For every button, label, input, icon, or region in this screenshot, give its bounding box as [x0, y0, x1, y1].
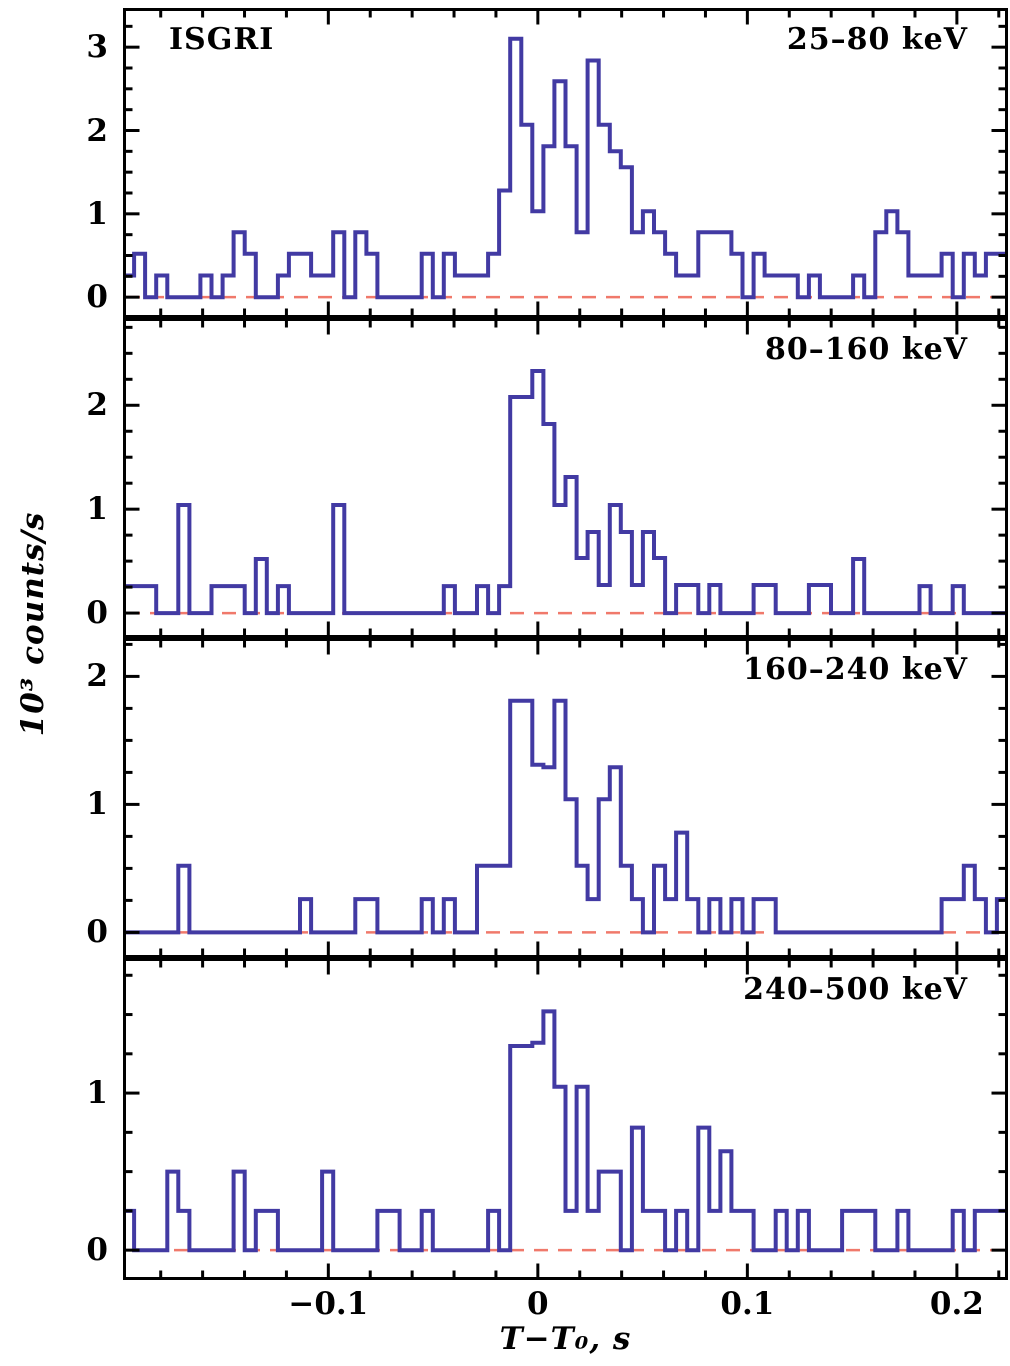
plot-svg — [123, 638, 1008, 958]
y-tick-label: 2 — [86, 658, 108, 695]
y-tick-label: 1 — [86, 491, 108, 528]
histogram-trace — [125, 698, 1006, 935]
histogram-trace — [125, 1009, 1006, 1253]
y-tick-label: 3 — [86, 29, 108, 66]
panel-frame — [123, 318, 1008, 638]
y-tick-label: 0 — [86, 914, 108, 951]
panel-80-160-kev: 80–160 keV — [123, 318, 1008, 638]
x-axis-title: T−T₀, s — [499, 1321, 632, 1357]
panel-25-80-kev: ISGRI 25–80 keV — [123, 8, 1008, 318]
y-tick-label: 2 — [86, 112, 108, 149]
y-tick-label: 0 — [86, 279, 108, 316]
panel-240-500-kev: 240–500 keV — [123, 958, 1008, 1280]
energy-band-label: 160–240 keV — [743, 652, 968, 687]
histogram-trace — [125, 36, 1006, 300]
energy-band-label: 80–160 keV — [765, 332, 968, 367]
energy-band-label: 240–500 keV — [743, 972, 968, 1007]
y-tick-label: 2 — [86, 387, 108, 424]
y-tick-label: 0 — [86, 595, 108, 632]
x-tick-label: −0.1 — [288, 1286, 369, 1322]
plot-svg — [123, 958, 1008, 1280]
y-tick-label: 1 — [86, 195, 108, 232]
y-tick-label: 0 — [86, 1232, 108, 1269]
plot-svg — [123, 8, 1008, 318]
x-tick-label: 0.1 — [720, 1286, 775, 1322]
x-tick-label: 0 — [527, 1286, 549, 1322]
y-tick-label: 1 — [86, 786, 108, 823]
plot-svg — [123, 318, 1008, 638]
panel-160-240-kev: 160–240 keV — [123, 638, 1008, 958]
panel-frame — [123, 958, 1008, 1280]
panel-frame — [123, 638, 1008, 958]
y-tick-label: 1 — [86, 1075, 108, 1112]
x-tick-label: 0.2 — [929, 1286, 984, 1322]
panel-frame — [123, 8, 1008, 318]
histogram-trace — [125, 369, 1006, 616]
instrument-label: ISGRI — [169, 22, 275, 57]
energy-band-label: 25–80 keV — [786, 22, 968, 57]
